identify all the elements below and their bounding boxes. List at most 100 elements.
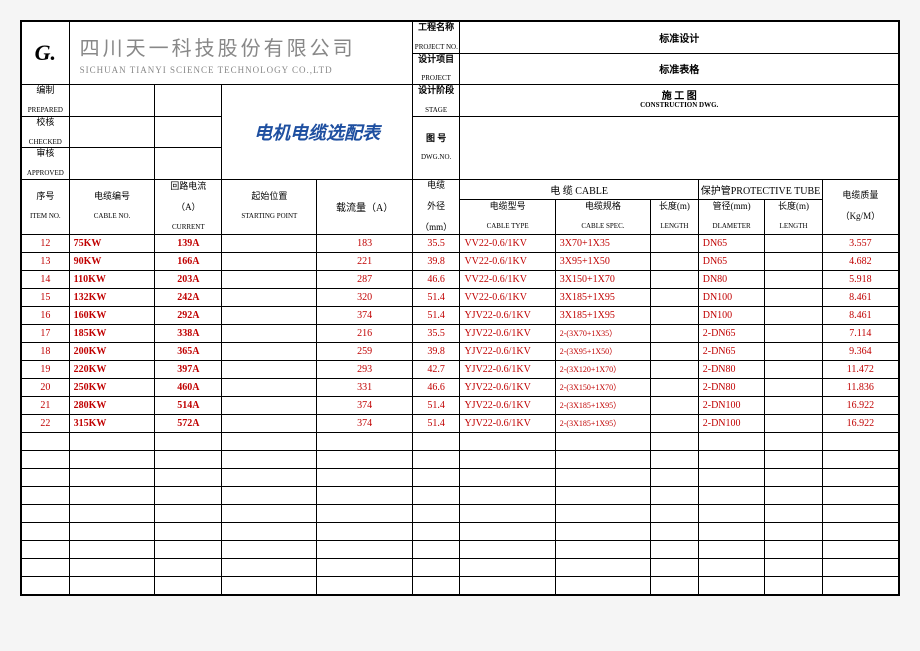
empty-cell [698,486,765,504]
empty-cell [555,504,650,522]
col-current: 回路电流（A）CURRENT [155,179,222,234]
cell-capacity: 374 [317,306,412,324]
cell-type: VV22-0.6/1KV [460,252,555,270]
cell-tube: 2-DN65 [698,342,765,360]
main-table: G.四川天一科技股份有限公司SICHUAN TIANYI SCIENCE TEC… [21,21,899,595]
empty-cell [69,450,155,468]
empty-cell [822,576,898,594]
cell-spec: 2-(3X185+1X95） [555,396,650,414]
cell-dia: 35.5 [412,324,460,342]
prepared-value [69,85,155,117]
empty-cell [651,504,699,522]
cell-spec: 3X95+1X50 [555,252,650,270]
empty-cell [155,450,222,468]
cell-no: 16 [22,306,70,324]
cell-mass: 16.922 [822,414,898,432]
empty-cell [555,486,650,504]
cell-spec: 2-(3X150+1X70） [555,378,650,396]
cell-capacity: 331 [317,378,412,396]
empty-cell [412,486,460,504]
cell-capacity: 287 [317,270,412,288]
cell-kw: 200KW [69,342,155,360]
cell-len [651,234,699,252]
cell-len [651,324,699,342]
cell-tube-len [765,288,822,306]
cell-start [222,234,317,252]
empty-cell [412,540,460,558]
cell-type: VV22-0.6/1KV [460,270,555,288]
cell-type: YJV22-0.6/1KV [460,360,555,378]
col-cable-len: 长度(m)LENGTH [651,199,699,234]
cell-spec: 3X185+1X95 [555,288,650,306]
empty-cell [317,450,412,468]
cell-dia: 42.7 [412,360,460,378]
checked-label: 校核CHECKED [22,116,70,148]
empty-cell [651,522,699,540]
cell-len [651,252,699,270]
cell-tube: 2-DN100 [698,396,765,414]
empty-cell [155,558,222,576]
cell-dia: 51.4 [412,288,460,306]
empty-cell [460,450,555,468]
cell-tube: DN100 [698,306,765,324]
cell-start [222,414,317,432]
cell-mass: 7.114 [822,324,898,342]
cell-start [222,324,317,342]
cell-len [651,414,699,432]
cell-capacity: 221 [317,252,412,270]
empty-cell [22,450,70,468]
empty-cell [460,540,555,558]
cell-capacity: 259 [317,342,412,360]
empty-cell [222,540,317,558]
cell-type: YJV22-0.6/1KV [460,396,555,414]
cell-tube-len [765,252,822,270]
empty-cell [698,468,765,486]
empty-cell [69,504,155,522]
col-cable-no: 电缆编号CABLE NO. [69,179,155,234]
cell-start [222,306,317,324]
empty-cell [22,432,70,450]
cell-start [222,270,317,288]
cell-current: 139A [155,234,222,252]
col-dia: 电缆外径（mm） [412,179,460,234]
cell-start [222,378,317,396]
cell-mass: 8.461 [822,288,898,306]
empty-cell [651,540,699,558]
empty-cell [69,522,155,540]
empty-cell [460,432,555,450]
cell-len [651,360,699,378]
col-tube-dia: 管径(mm)DLAMETER [698,199,765,234]
cell-current: 514A [155,396,222,414]
cell-kw: 132KW [69,288,155,306]
cell-tube: DN65 [698,252,765,270]
empty-cell [822,540,898,558]
cell-mass: 11.836 [822,378,898,396]
empty-cell [822,468,898,486]
approved-value [69,148,155,180]
empty-cell [412,522,460,540]
cell-mass: 16.922 [822,396,898,414]
stage-value: 施 工 图CONSTRUCTION DWG. [460,85,899,117]
empty-cell [765,522,822,540]
cell-dia: 39.8 [412,252,460,270]
cell-kw: 185KW [69,324,155,342]
empty-cell [22,540,70,558]
cell-dia: 51.4 [412,414,460,432]
empty-cell [765,432,822,450]
empty-cell [651,576,699,594]
col-cable-spec: 电缆规格CABLE SPEC. [555,199,650,234]
cell-spec: 2-(3X120+1X70） [555,360,650,378]
empty-cell [222,432,317,450]
empty-cell [460,486,555,504]
approved-label: 审核APPROVED [22,148,70,180]
cell-len [651,342,699,360]
col-tube-group: 保护管PROTECTIVE TUBE [698,179,822,199]
stage-label: 设计阶段STAGE [412,85,460,117]
cell-tube: DN65 [698,234,765,252]
cell-current: 397A [155,360,222,378]
empty-cell [69,540,155,558]
empty-cell [317,576,412,594]
cell-no: 17 [22,324,70,342]
empty-cell [69,468,155,486]
empty-cell [317,558,412,576]
